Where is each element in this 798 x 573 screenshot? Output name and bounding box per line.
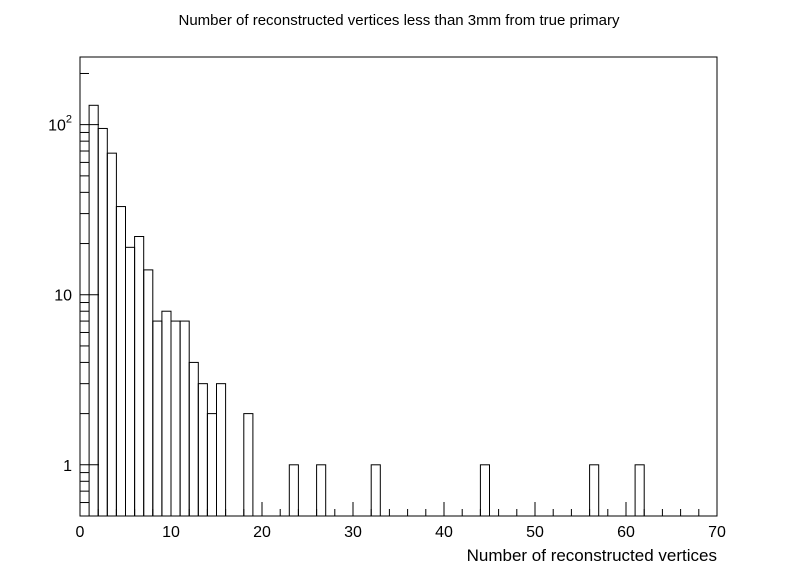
- histogram-bin: [197, 383, 208, 517]
- histogram-bin: [589, 464, 600, 517]
- x-axis: 0 10 20 30 40 50 60 70: [76, 502, 726, 541]
- plot-frame: [79, 56, 718, 517]
- histogram-bin: [143, 269, 154, 517]
- x-tick-label: 30: [344, 524, 362, 541]
- histogram-bin: [188, 361, 199, 517]
- histogram-bin: [97, 127, 108, 517]
- x-tick-label: 10: [162, 524, 180, 541]
- histogram-bin: [634, 464, 645, 517]
- histogram-bin: [152, 320, 163, 517]
- x-tick-label: 70: [708, 524, 726, 541]
- histogram-bin: [170, 320, 181, 517]
- x-tick-label: 40: [435, 524, 453, 541]
- chart-title: Number of reconstructed vertices less th…: [179, 12, 620, 29]
- histogram-bin: [125, 246, 136, 517]
- x-tick-label: 60: [617, 524, 635, 541]
- histogram-bars: [88, 104, 645, 517]
- y-tick-label: 102: [48, 114, 72, 135]
- histogram-bin: [179, 320, 190, 517]
- histogram-bin: [243, 413, 254, 517]
- histogram-bin: [288, 464, 299, 517]
- x-tick-label: 20: [253, 524, 271, 541]
- x-axis-label: Number of reconstructed vertices: [467, 546, 717, 565]
- histogram-bin: [479, 464, 490, 517]
- y-tick-label: 10: [54, 288, 72, 305]
- y-tick-label: 1: [63, 458, 72, 475]
- histogram-bin: [370, 464, 381, 517]
- histogram-bin: [206, 413, 217, 517]
- histogram-bin: [316, 464, 327, 517]
- histogram-bin: [161, 310, 172, 517]
- x-tick-label: 0: [76, 524, 85, 541]
- x-tick-label: 50: [526, 524, 544, 541]
- histogram-bin: [216, 383, 227, 517]
- histogram-bin: [106, 152, 117, 517]
- histogram-bin: [115, 206, 127, 517]
- histogram-bin: [134, 236, 145, 517]
- histogram-bin: [88, 104, 99, 517]
- y-axis: 1 10 102: [48, 72, 99, 517]
